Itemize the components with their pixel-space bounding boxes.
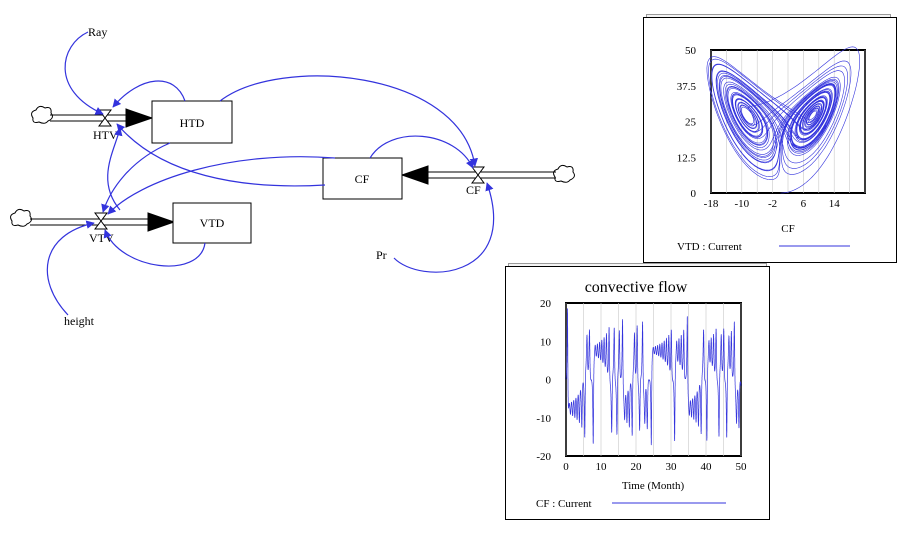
phase-x-tick: -2 [768,198,777,210]
time-plot-legend-label: CF : Current [536,498,592,510]
time-y-tick: 20 [540,298,552,310]
phase-y-tick: 37.5 [677,81,697,93]
valve-cf[interactable] [471,166,485,184]
time-x-tick: 0 [563,461,569,473]
stock-vtd[interactable] [172,202,252,244]
phase-x-tick: 6 [801,198,807,210]
time-plot-grid [565,303,742,456]
flow-label-vtv[interactable]: VTV [89,231,114,245]
time-plot-title: convective flow [585,279,688,296]
variable-pr[interactable]: Pr [376,248,387,262]
variable-ray[interactable]: Ray [88,25,107,39]
time-x-tick: 50 [736,461,748,473]
link-cf-to-htv [116,123,326,187]
flow-label-htv[interactable]: HTV [93,128,118,142]
link-pr-to-cf-flow [393,182,495,273]
valve-vtv[interactable] [94,212,108,230]
phase-y-tick: 25 [685,117,697,129]
phase-plot-window[interactable]: -18 -10 -2 6 14 50 37.5 25 12.5 0 CF VTD : Curren… [643,17,897,263]
time-x-tick: 40 [701,461,713,473]
time-y-tick: -20 [536,451,551,463]
link-htd-to-vtv [101,142,171,213]
time-x-tick: 10 [596,461,608,473]
phase-plot-series-vtd [706,46,860,194]
time-plot-xlabel: Time (Month) [622,480,685,492]
phase-plot-xlabel: CF [781,223,794,235]
phase-plot: -18 -10 -2 6 14 50 37.5 25 12.5 0 CF VTD : Curren… [677,45,866,253]
flow-pipe-htv [50,108,154,128]
time-x-tick: 30 [666,461,678,473]
time-plot-ticks: 0 10 20 30 40 50 20 10 0 -10 -20 [536,298,747,473]
stock-htd[interactable] [151,100,233,144]
phase-plot-legend-label: VTD : Current [677,241,742,253]
phase-x-tick: 14 [829,198,841,210]
cloud-icon-htv-source[interactable] [31,105,53,124]
cloud-icon-vtv-source[interactable] [10,208,32,227]
time-plot: convective flow 0 10 20 30 40 50 20 10 0 -10 -20 T… [536,279,747,510]
time-y-tick: 0 [546,375,552,387]
phase-y-tick: 12.5 [677,152,697,164]
variable-height[interactable]: height [64,314,95,328]
link-htd-to-htv-top [112,80,186,108]
time-plot-series-cf [565,308,742,446]
causal-links [46,31,495,316]
time-plot-window[interactable]: convective flow 0 10 20 30 40 50 20 10 0 -10 -20 T… [505,266,770,520]
flow-label-cf[interactable]: CF [466,183,481,197]
stock-cf[interactable] [322,157,403,200]
link-height-to-vtv [46,220,95,316]
link-ray-to-htv [64,31,104,115]
time-y-tick: 10 [540,336,552,348]
stock-label-htd: HTD [180,116,205,130]
link-vtd-to-vtv [103,229,206,267]
flow-pipe-cf [400,165,556,185]
stock-label-vtd: VTD [200,216,225,230]
time-x-tick: 20 [631,461,643,473]
phase-y-tick: 0 [691,188,697,200]
link-vtd-up-to-htv [107,127,123,211]
phase-x-tick: -18 [704,198,719,210]
cloud-icon-cf-source[interactable] [553,164,575,183]
link-htd-to-cf-flow [219,75,478,167]
link-cf-to-vtv [107,156,336,215]
phase-y-tick: 50 [685,45,697,57]
phase-plot-ticks: -18 -10 -2 6 14 50 37.5 25 12.5 0 [677,45,840,210]
stock-label-cf: CF [355,172,370,186]
phase-x-tick: -10 [734,198,749,210]
time-y-tick: -10 [536,413,551,425]
link-cf-stock-to-cf-flow [369,135,474,169]
